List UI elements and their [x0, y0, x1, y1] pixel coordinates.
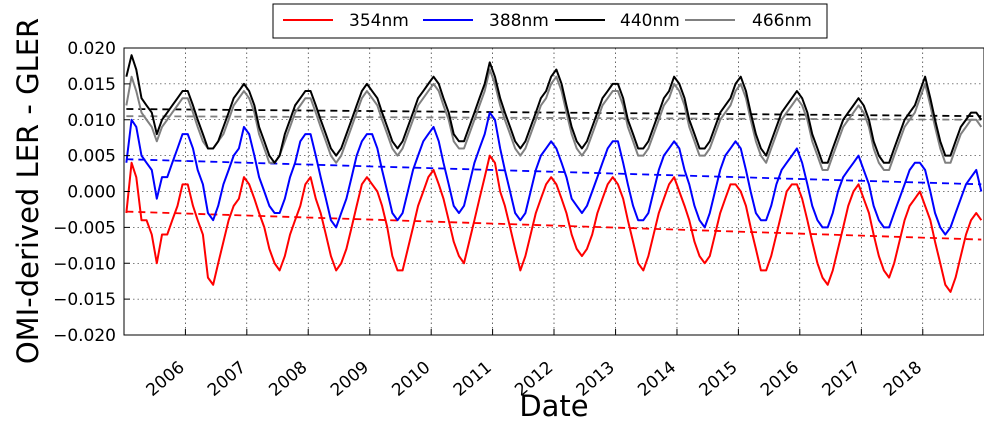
x-tick-label: 2009	[327, 358, 373, 401]
trend-lines	[126, 108, 982, 241]
x-tick-label: 2015	[696, 358, 742, 401]
y-axis-label: OMI-derived LER - GLER	[11, 18, 45, 364]
series-line-440nm	[125, 54, 983, 164]
y-tick-label: 0.015	[67, 75, 116, 95]
data-series	[125, 54, 983, 293]
grid	[124, 47, 984, 336]
y-tick-label: −0.010	[53, 254, 116, 274]
x-tick-label: 2018	[880, 358, 926, 401]
x-tick-label: 2006	[143, 358, 189, 401]
y-tick-label: 0.020	[67, 39, 116, 59]
y-tick-label: −0.005	[53, 218, 116, 238]
x-axis-label: Date	[519, 389, 588, 422]
trend-line-466nm	[126, 115, 982, 121]
x-tick-label: 2017	[819, 358, 865, 401]
x-tick-label: 2014	[634, 358, 680, 401]
series-line-354nm	[125, 154, 983, 293]
y-tick-label: −0.015	[53, 290, 116, 310]
legend-label-354nm: 354nm	[349, 11, 409, 31]
series-line-466nm	[125, 68, 983, 171]
x-tick-label: 2011	[450, 358, 496, 401]
y-axis-ticks: −0.020 −0.015 −0.010 −0.005 0.000 0.005 0.010 0…	[53, 39, 130, 346]
legend-label-440nm: 440nm	[620, 11, 680, 31]
trend-line-354nm	[126, 210, 982, 241]
y-tick-label: −0.020	[53, 326, 116, 346]
series-line-388nm	[125, 111, 983, 236]
x-tick-label: 2016	[757, 358, 803, 401]
y-tick-label: 0.005	[67, 147, 116, 167]
trend-line-388nm	[126, 158, 982, 186]
x-tick-label: 2007	[204, 358, 250, 401]
legend-label-388nm: 388nm	[489, 11, 549, 31]
trend-line-440nm	[126, 108, 982, 118]
y-tick-label: 0.000	[67, 183, 116, 203]
y-tick-label: 0.010	[67, 111, 116, 131]
legend-label-466nm: 466nm	[752, 11, 812, 31]
legend: 354nm 388nm 440nm 466nm	[272, 3, 828, 39]
x-tick-label: 2008	[265, 358, 311, 401]
x-tick-label: 2010	[388, 358, 434, 401]
